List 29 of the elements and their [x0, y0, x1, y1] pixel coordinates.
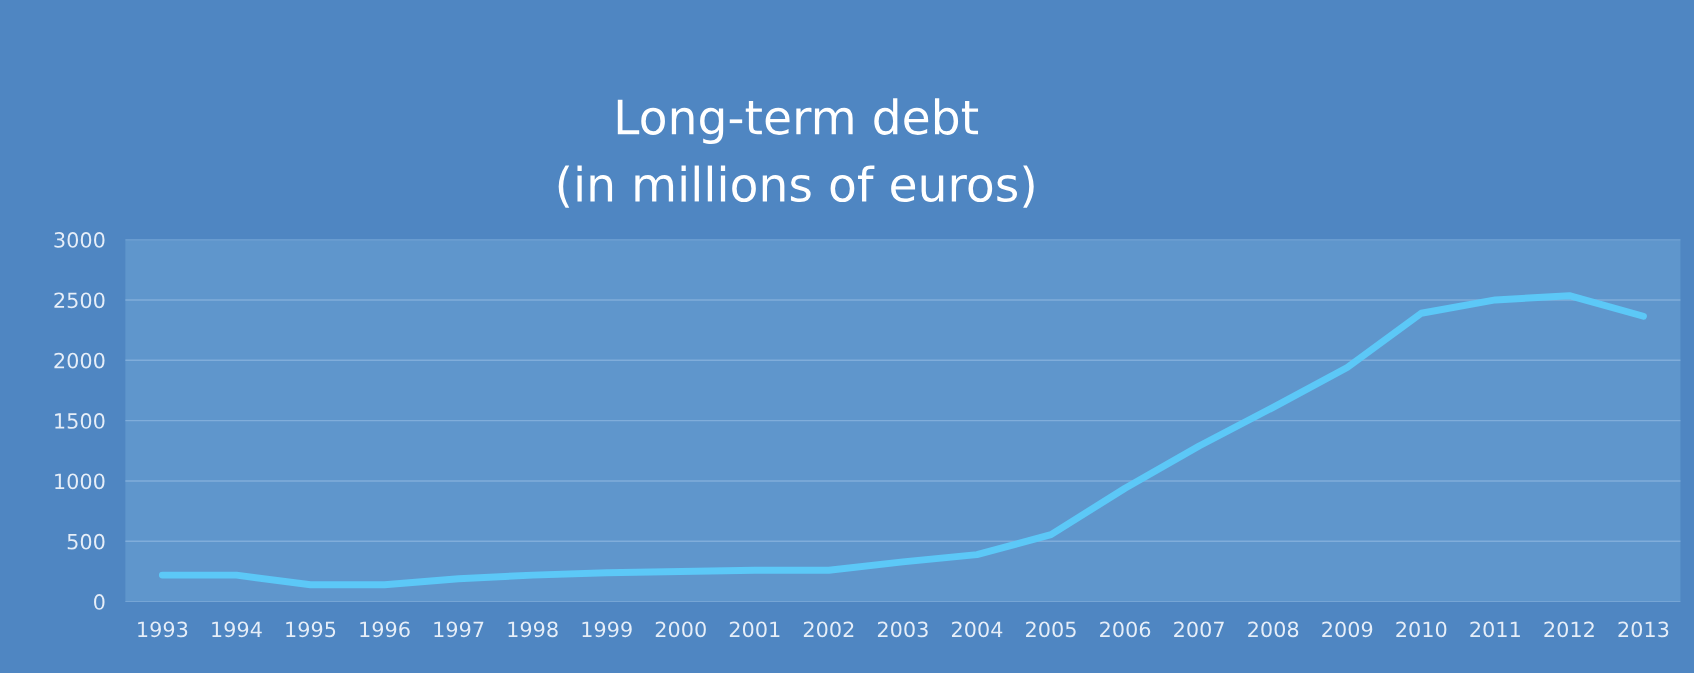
x-tick-label: 1993 — [138, 621, 188, 638]
x-tick-label: 2005 — [1026, 621, 1076, 638]
chart-title: Long-term debt (in millions of euros) — [558, 98, 1034, 208]
x-tick-label: 2009 — [1322, 621, 1373, 638]
x-tick-label: 2003 — [877, 621, 928, 638]
y-tick-label: 3000 — [54, 232, 105, 248]
x-tick-label: 1998 — [508, 621, 558, 638]
x-tick-label: 2000 — [655, 621, 706, 638]
x-tick-label: 1996 — [360, 621, 410, 638]
x-tick-label: 2012 — [1544, 621, 1594, 638]
x-tick-label: 2004 — [951, 621, 1003, 638]
x-tick-label: 2011 — [1470, 621, 1520, 638]
x-tick-label: 1994 — [212, 621, 262, 638]
y-tick-label: 500 — [67, 533, 105, 550]
y-tick-label: 1500 — [55, 413, 105, 429]
y-tick-label: 0 — [94, 594, 105, 610]
x-tick-label: 2007 — [1174, 621, 1224, 638]
x-tick-label: 1997 — [434, 621, 484, 638]
y-tick-label: 2500 — [54, 292, 105, 309]
y-tick-label: 1000 — [55, 473, 105, 490]
x-tick-label: 2006 — [1100, 621, 1151, 638]
x-tick-label: 2008 — [1248, 621, 1299, 638]
x-tick-label: 1995 — [286, 621, 336, 638]
x-tick-label: 2002 — [803, 621, 854, 638]
x-tick-label: 2001 — [729, 621, 780, 638]
x-tick-label: 1999 — [582, 621, 632, 638]
x-tick-label: 2013 — [1618, 621, 1669, 638]
y-tick-label: 2000 — [54, 352, 105, 369]
x-tick-label: 2010 — [1396, 621, 1447, 638]
